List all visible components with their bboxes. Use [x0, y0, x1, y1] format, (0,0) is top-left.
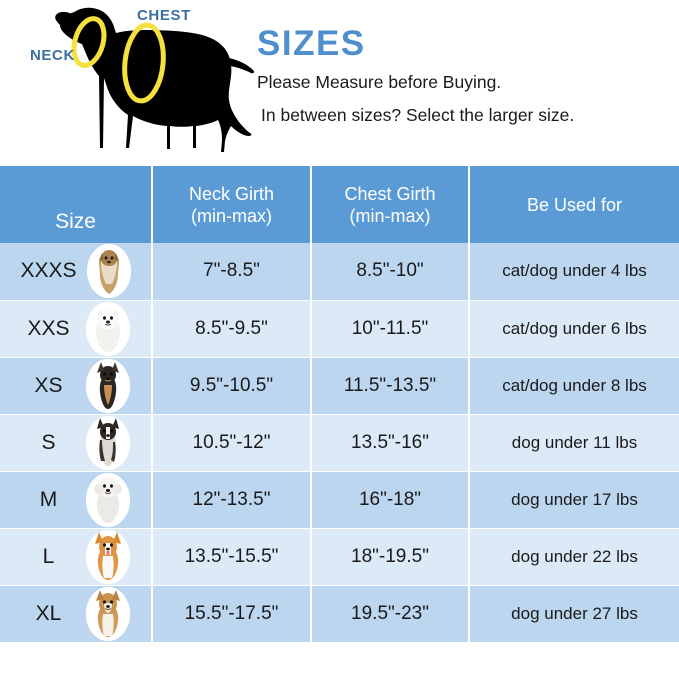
neck-girth-cell: 15.5"-17.5" — [152, 585, 312, 643]
table-row: XXS — [0, 300, 679, 358]
be-used-for-cell: cat/dog under 4 lbs — [469, 243, 679, 301]
size-cell: S — [0, 414, 153, 472]
shiba-inu-photo — [85, 586, 130, 641]
neck-girth-cell: 10.5"-12" — [152, 414, 312, 472]
hero-section: NECK CHEST SIZES Please Measure before B… — [0, 0, 679, 166]
neck-girth-cell: 8.5"-9.5" — [152, 300, 312, 358]
chest-girth-cell: 13.5"-16" — [311, 414, 470, 472]
column-header-size-label: Size — [55, 210, 96, 233]
size-label: XL — [35, 601, 62, 625]
table-body: XXXS — [0, 243, 679, 643]
size-selection-instruction-line: In between sizes? Select the larger size… — [261, 105, 575, 125]
be-used-for-cell: cat/dog under 6 lbs — [469, 300, 679, 358]
neck-girth-cell: 12"-13.5" — [152, 471, 312, 529]
chest-girth-cell: 19.5"-23" — [311, 585, 470, 643]
bichon-frise-photo — [85, 472, 130, 527]
boston-terrier-photo — [85, 415, 130, 470]
column-header-be-used-for-label: Be Used for — [526, 194, 623, 215]
chest-measure-label: CHEST — [137, 7, 191, 24]
size-cell: L — [0, 528, 153, 586]
size-label: XXXS — [20, 259, 77, 283]
column-header-chest-girth-label: Chest Girth — [344, 183, 436, 204]
column-header-be-used-for: Be Used for — [469, 166, 679, 243]
size-cell: XXXS — [0, 243, 153, 301]
dog-silhouette-illustration — [16, 0, 256, 166]
be-used-for-cell: cat/dog under 8 lbs — [469, 357, 679, 415]
size-cell: M — [0, 471, 153, 529]
size-chart-table: Size Neck Girth (min-max) Chest Girth (m… — [0, 166, 679, 643]
chest-girth-cell: 10"-11.5" — [311, 300, 470, 358]
column-header-neck-girth: Neck Girth (min-max) — [152, 166, 312, 243]
table-header: Size Neck Girth (min-max) Chest Girth (m… — [0, 166, 679, 243]
column-header-chest-girth: Chest Girth (min-max) — [311, 166, 470, 243]
table-header-row: Size Neck Girth (min-max) Chest Girth (m… — [0, 166, 679, 243]
size-cell: XXS — [0, 300, 153, 358]
size-label: S — [41, 430, 56, 454]
size-label: L — [42, 544, 55, 568]
column-header-neck-girth-sub: (min-max) — [191, 205, 272, 226]
column-header-size: Size — [0, 166, 153, 243]
chest-girth-cell: 11.5"-13.5" — [311, 357, 470, 415]
size-label: XXS — [27, 316, 70, 340]
neck-girth-cell: 9.5"-10.5" — [152, 357, 312, 415]
neck-girth-cell: 13.5"-15.5" — [152, 528, 312, 586]
chest-girth-cell: 16"-18" — [311, 471, 470, 529]
corgi-photo — [85, 529, 130, 584]
neck-girth-cell: 7"-8.5" — [152, 243, 312, 301]
chest-girth-cell: 18"-19.5" — [311, 528, 470, 586]
size-label: XS — [34, 373, 63, 397]
chihuahua-photo — [85, 358, 130, 413]
table-row: M — [0, 471, 679, 529]
size-label: M — [39, 487, 58, 511]
table-row: L — [0, 528, 679, 586]
page-title: SIZES — [257, 24, 366, 63]
chest-girth-cell: 8.5"-10" — [311, 243, 470, 301]
be-used-for-cell: dog under 27 lbs — [469, 585, 679, 643]
yorkshire-terrier-photo — [86, 244, 131, 299]
pomeranian-photo — [85, 301, 130, 356]
measure-instruction-line: Please Measure before Buying. — [257, 72, 502, 92]
table-row: XXXS — [0, 243, 679, 301]
be-used-for-cell: dog under 17 lbs — [469, 471, 679, 529]
table-row: XS — [0, 357, 679, 415]
column-header-neck-girth-label: Neck Girth — [188, 183, 275, 204]
be-used-for-cell: dog under 22 lbs — [469, 528, 679, 586]
size-cell: XS — [0, 357, 153, 415]
be-used-for-cell: dog under 11 lbs — [469, 414, 679, 472]
size-cell: XL — [0, 585, 153, 643]
neck-measure-label: NECK — [30, 47, 75, 64]
table-row: S — [0, 414, 679, 472]
table-row: XL — [0, 585, 679, 643]
column-header-chest-girth-sub: (min-max) — [349, 205, 431, 226]
hero-text-block: SIZES Please Measure before Buying. In b… — [257, 24, 677, 130]
